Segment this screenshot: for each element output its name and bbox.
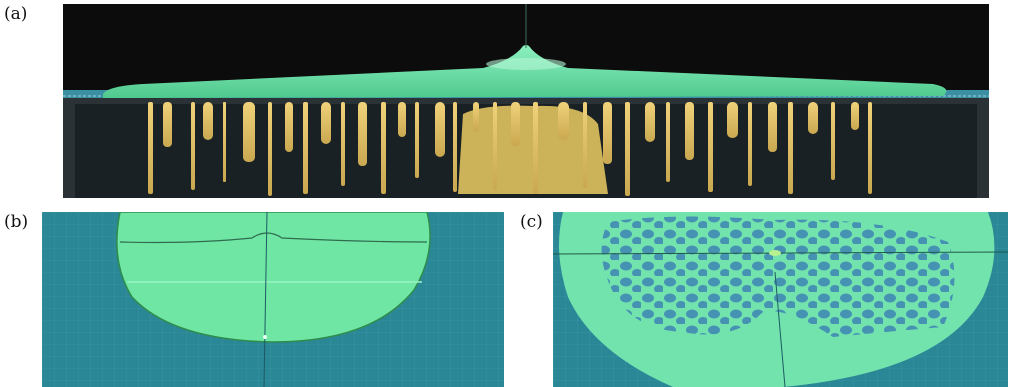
fluid-disc [116,212,431,343]
panel-label-a: (a) [4,4,28,24]
patch-region [601,216,955,337]
drips [148,102,872,196]
green-sheet [103,45,947,98]
photo-c [553,212,1008,387]
photo-a [63,4,989,198]
panel-label-b: (b) [4,212,29,232]
photo-b [42,212,504,387]
panel-label-c: (c) [520,212,543,232]
